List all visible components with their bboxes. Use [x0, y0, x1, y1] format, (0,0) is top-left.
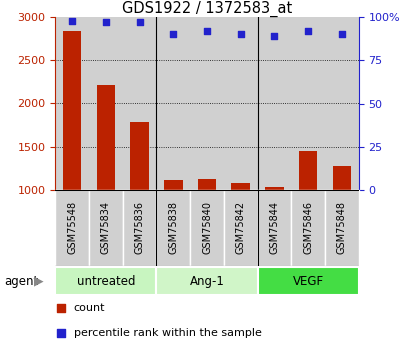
FancyBboxPatch shape: [122, 190, 156, 266]
Bar: [298, 151, 317, 190]
Text: GSM75844: GSM75844: [269, 201, 279, 254]
Point: [136, 20, 143, 25]
Text: Ang-1: Ang-1: [189, 275, 224, 288]
Text: GSM75838: GSM75838: [168, 201, 178, 254]
Text: GSM75548: GSM75548: [67, 201, 77, 254]
Bar: [223, 17, 257, 190]
Text: agent: agent: [4, 275, 38, 288]
Bar: [97, 85, 115, 190]
Text: GSM75840: GSM75840: [202, 201, 211, 254]
Bar: [190, 17, 223, 190]
FancyBboxPatch shape: [55, 267, 156, 295]
Text: GSM75848: GSM75848: [336, 201, 346, 254]
FancyBboxPatch shape: [156, 190, 190, 266]
Bar: [231, 183, 249, 190]
Bar: [156, 17, 190, 190]
FancyBboxPatch shape: [291, 190, 324, 266]
FancyBboxPatch shape: [89, 190, 122, 266]
Point: [258, 235, 265, 240]
FancyBboxPatch shape: [55, 190, 89, 266]
Point: [304, 28, 311, 34]
Text: percentile rank within the sample: percentile rank within the sample: [73, 328, 261, 337]
Point: [338, 32, 344, 37]
FancyBboxPatch shape: [190, 190, 223, 266]
Point: [170, 32, 176, 37]
Bar: [291, 17, 324, 190]
Text: untreated: untreated: [76, 275, 135, 288]
Bar: [265, 187, 283, 190]
FancyBboxPatch shape: [257, 267, 358, 295]
Text: count: count: [73, 303, 105, 313]
FancyBboxPatch shape: [257, 190, 291, 266]
Point: [102, 20, 109, 25]
Text: GSM75846: GSM75846: [302, 201, 312, 254]
Bar: [122, 17, 156, 190]
Text: GSM75842: GSM75842: [235, 201, 245, 254]
FancyBboxPatch shape: [156, 267, 257, 295]
FancyBboxPatch shape: [223, 190, 257, 266]
Point: [237, 32, 243, 37]
Bar: [55, 17, 89, 190]
Point: [69, 18, 75, 23]
Bar: [130, 122, 148, 190]
Text: VEGF: VEGF: [292, 275, 323, 288]
Text: ▶: ▶: [34, 275, 43, 288]
Bar: [197, 179, 216, 190]
Point: [270, 33, 277, 39]
Bar: [164, 180, 182, 190]
Text: GSM75836: GSM75836: [134, 201, 144, 254]
Point: [203, 28, 210, 34]
Bar: [332, 166, 350, 190]
Text: GSM75834: GSM75834: [101, 201, 111, 254]
Bar: [324, 17, 358, 190]
Point: [258, 11, 265, 16]
Bar: [89, 17, 122, 190]
FancyBboxPatch shape: [324, 190, 358, 266]
Title: GDS1922 / 1372583_at: GDS1922 / 1372583_at: [121, 1, 292, 17]
Bar: [257, 17, 291, 190]
Bar: [63, 31, 81, 190]
